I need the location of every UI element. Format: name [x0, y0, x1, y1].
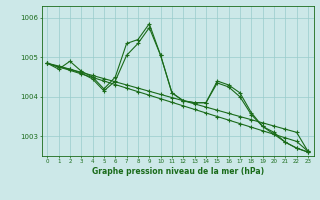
X-axis label: Graphe pression niveau de la mer (hPa): Graphe pression niveau de la mer (hPa) [92, 167, 264, 176]
